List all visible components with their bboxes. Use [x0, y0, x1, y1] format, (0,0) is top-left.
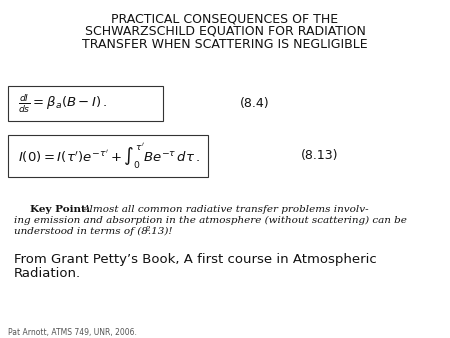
- Bar: [8, 135, 208, 177]
- Text: ing emission and absorption in the atmosphere (without scattering) can be: ing emission and absorption in the atmos…: [14, 216, 407, 225]
- Text: Almost all common radiative transfer problems involv-: Almost all common radiative transfer pro…: [83, 205, 369, 214]
- Text: Key Point:: Key Point:: [30, 205, 90, 214]
- Text: Radiation.: Radiation.: [14, 267, 81, 280]
- Text: (8.4): (8.4): [240, 97, 270, 110]
- Text: 2: 2: [145, 225, 149, 233]
- Text: Pat Arnott, ATMS 749, UNR, 2006.: Pat Arnott, ATMS 749, UNR, 2006.: [8, 328, 137, 337]
- Text: From Grant Petty’s Book, A first course in Atmospheric: From Grant Petty’s Book, A first course …: [14, 253, 377, 266]
- Text: understood in terms of (8.13)!: understood in terms of (8.13)!: [14, 227, 172, 236]
- Text: TRANSFER WHEN SCATTERING IS NEGLIGIBLE: TRANSFER WHEN SCATTERING IS NEGLIGIBLE: [82, 38, 368, 51]
- Text: $\frac{dI}{ds} = \beta_a(B - I)\,.$: $\frac{dI}{ds} = \beta_a(B - I)\,.$: [18, 92, 108, 115]
- Text: SCHWARZSCHILD EQUATION FOR RADIATION: SCHWARZSCHILD EQUATION FOR RADIATION: [85, 25, 365, 38]
- Text: (8.13): (8.13): [301, 149, 339, 163]
- Text: $I(0) = I(\tau^\prime)e^{-\tau^\prime} + \int_0^{\tau^\prime} B e^{-\tau}\,d\tau: $I(0) = I(\tau^\prime)e^{-\tau^\prime} +…: [18, 141, 200, 171]
- Bar: [8, 86, 163, 121]
- Text: PRACTICAL CONSEQUENCES OF THE: PRACTICAL CONSEQUENCES OF THE: [112, 12, 338, 25]
